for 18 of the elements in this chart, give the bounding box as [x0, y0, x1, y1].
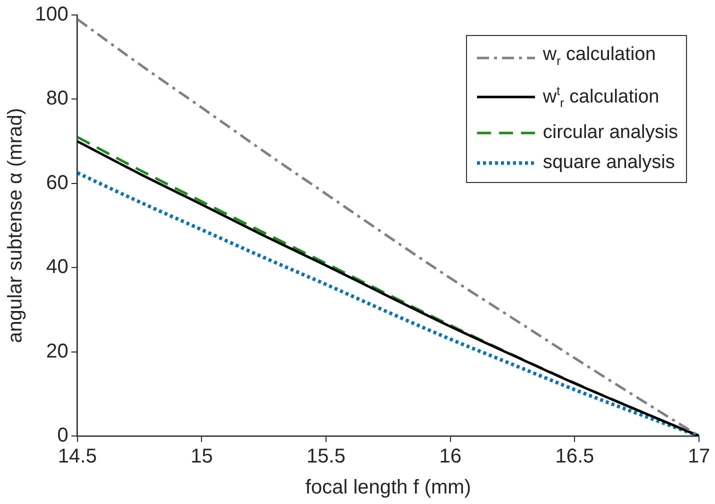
y-tick-label: 60 [46, 172, 68, 194]
y-tick-label: 20 [46, 340, 68, 362]
y-axis-title: angular subtense α (mrad) [4, 108, 27, 344]
x-tick-label: 15 [190, 446, 213, 468]
legend-label: circular analysis [542, 120, 678, 145]
x-tick-label: 15.5 [306, 446, 346, 468]
legend-label: square analysis [542, 150, 675, 175]
y-tick-label: 80 [46, 88, 68, 110]
y-tick-label: 0 [57, 424, 68, 447]
y-tick-label: 100 [34, 4, 68, 26]
legend-label: w$_{r}$ calculation [542, 43, 656, 70]
y-tick-label: 40 [46, 256, 68, 278]
x-tick-label: 16.5 [555, 446, 594, 468]
x-tick-label: 14.5 [58, 446, 97, 468]
legend-label: w$^{t}$$_{r}$ calculation [542, 82, 660, 112]
x-axis-title: focal length f (mm) [305, 476, 471, 499]
x-tick-label: 16 [439, 446, 462, 468]
x-tick-label: 17 [688, 446, 710, 468]
